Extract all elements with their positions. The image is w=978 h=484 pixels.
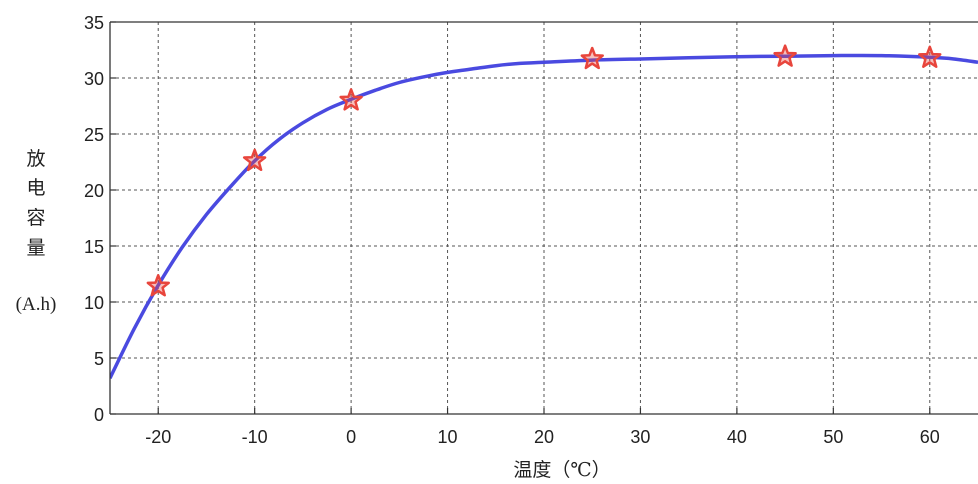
grid-lines (110, 21, 978, 414)
data-point-star (580, 46, 604, 70)
data-point-star (146, 274, 170, 297)
y-tick-label: 0 (94, 405, 104, 425)
x-tick-label: 0 (346, 427, 356, 447)
axes (109, 21, 978, 415)
x-tick-label: -10 (242, 427, 268, 447)
y-tick-label: 10 (84, 293, 104, 313)
data-point-star (242, 148, 267, 172)
x-tick-label: -20 (145, 427, 171, 447)
x-tick-label: 10 (438, 427, 458, 447)
y-tick-label: 20 (84, 181, 104, 201)
y-axis-label-char: 放 (26, 148, 45, 170)
y-tick-label: 25 (84, 125, 104, 145)
y-axis-label: 放 电 容 量 (A.h) (16, 148, 57, 315)
fit-curve (110, 53, 978, 379)
tick-labels: -20 -10 0 10 20 30 40 50 60 0 5 10 15 20 25 30 35 (84, 13, 940, 447)
y-axis-label-char: 量 (26, 237, 45, 259)
y-tick-label: 15 (84, 237, 104, 257)
x-axis-label: 温度（℃） (513, 459, 610, 481)
x-tick-label: 40 (727, 427, 747, 447)
data-point-star (918, 45, 942, 68)
data-markers-layer (146, 44, 942, 297)
y-tick-label: 30 (84, 69, 104, 89)
y-tick-label: 5 (94, 349, 104, 369)
y-tick-label: 35 (84, 13, 104, 33)
y-axis-label-char: 容 (26, 207, 45, 229)
y-axis-unit: (A.h) (16, 294, 57, 315)
data-point-star (339, 88, 363, 111)
x-tick-label: 20 (534, 427, 554, 447)
fit-curve-layer (110, 53, 978, 379)
data-point-star (773, 44, 797, 67)
x-tick-label: 30 (630, 427, 650, 447)
x-tick-label: 60 (920, 427, 940, 447)
y-axis-label-char: 电 (26, 177, 45, 199)
x-tick-label: 50 (823, 427, 843, 447)
